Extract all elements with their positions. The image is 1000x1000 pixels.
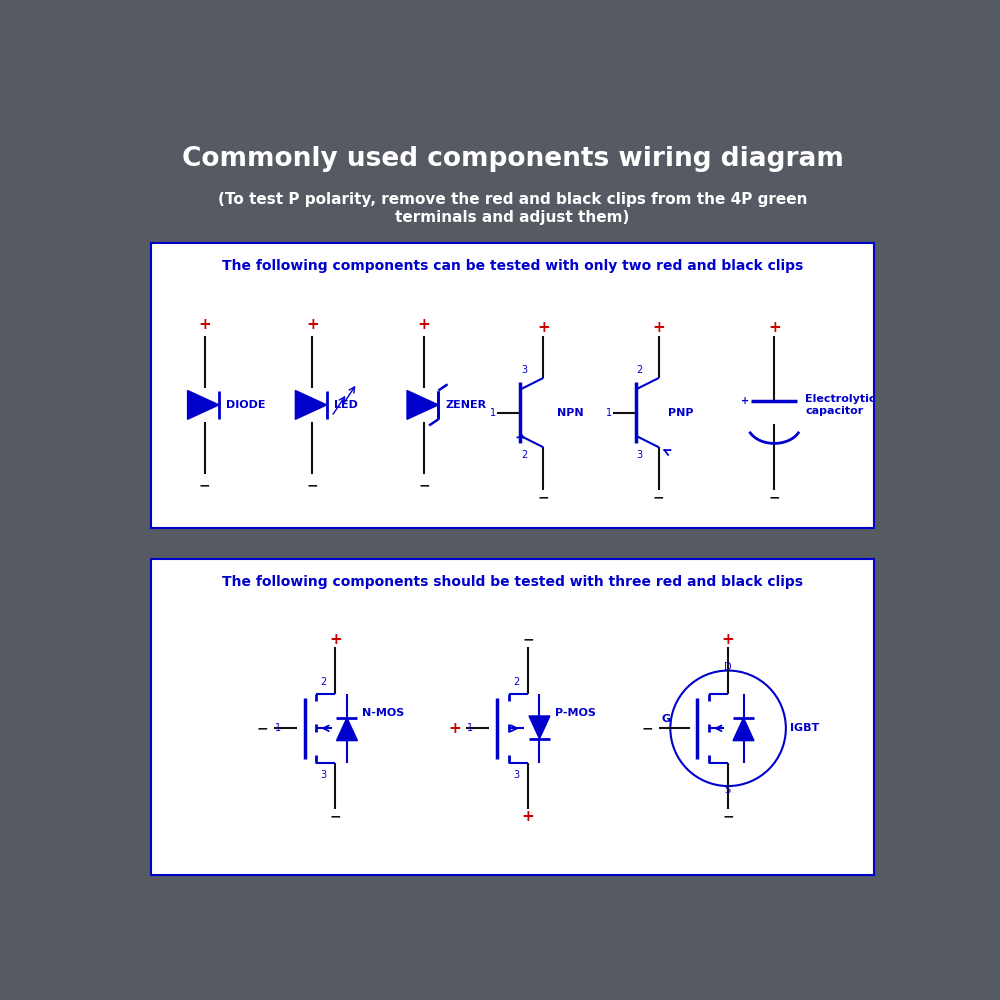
Text: −: − [522, 633, 534, 647]
Text: Electrolytic
capacitor: Electrolytic capacitor [805, 394, 876, 416]
Text: −: − [641, 721, 653, 735]
Text: DIODE: DIODE [226, 400, 266, 410]
Text: −: − [537, 490, 549, 504]
Text: −: − [330, 810, 341, 824]
Text: 1: 1 [490, 408, 496, 418]
Text: 1: 1 [467, 723, 473, 733]
Text: 3: 3 [321, 770, 327, 780]
Text: 1: 1 [606, 408, 612, 418]
Text: PNP: PNP [668, 408, 694, 418]
Text: IGBT: IGBT [790, 723, 819, 733]
Text: 2: 2 [521, 450, 527, 460]
Text: S: S [724, 785, 730, 795]
Text: The following components can be tested with only two red and black clips: The following components can be tested w… [222, 259, 803, 273]
Text: −: − [653, 490, 665, 504]
Text: −: − [199, 479, 210, 493]
Text: 3: 3 [636, 450, 643, 460]
Text: +: + [329, 632, 342, 647]
Text: ZENER: ZENER [446, 400, 487, 410]
Text: NPN: NPN [557, 408, 584, 418]
Polygon shape [188, 391, 219, 419]
Text: LED: LED [334, 400, 358, 410]
Text: 3: 3 [521, 365, 527, 375]
Text: 2: 2 [636, 365, 643, 375]
Text: +: + [537, 320, 550, 335]
Text: P-MOS: P-MOS [555, 708, 596, 718]
Text: Commonly used components wiring diagram: Commonly used components wiring diagram [182, 145, 843, 172]
Text: D: D [724, 662, 732, 672]
Text: +: + [522, 809, 534, 824]
Text: 1: 1 [275, 723, 281, 733]
Text: +: + [722, 632, 734, 647]
Text: G: G [662, 714, 671, 724]
Text: −: − [306, 479, 318, 493]
Text: −: − [256, 721, 268, 735]
Text: 2: 2 [513, 677, 519, 687]
FancyBboxPatch shape [151, 559, 874, 875]
Text: +: + [448, 721, 461, 736]
Text: +: + [768, 320, 781, 335]
Text: −: − [418, 479, 430, 493]
Text: +: + [418, 317, 430, 332]
Text: +: + [652, 320, 665, 335]
Text: +: + [741, 396, 749, 406]
FancyBboxPatch shape [151, 243, 874, 528]
Polygon shape [529, 716, 550, 739]
Text: 2: 2 [321, 677, 327, 687]
Text: N-MOS: N-MOS [362, 708, 405, 718]
Text: (To test P polarity, remove the red and black clips from the 4P green
terminals : (To test P polarity, remove the red and … [218, 192, 807, 225]
Text: −: − [768, 490, 780, 504]
Text: The following components should be tested with three red and black clips: The following components should be teste… [222, 575, 803, 589]
Polygon shape [733, 718, 754, 741]
Text: +: + [306, 317, 319, 332]
Polygon shape [295, 391, 327, 419]
Polygon shape [407, 391, 438, 419]
Text: −: − [722, 810, 734, 824]
Text: +: + [198, 317, 211, 332]
Polygon shape [336, 718, 357, 741]
Text: 3: 3 [513, 770, 519, 780]
